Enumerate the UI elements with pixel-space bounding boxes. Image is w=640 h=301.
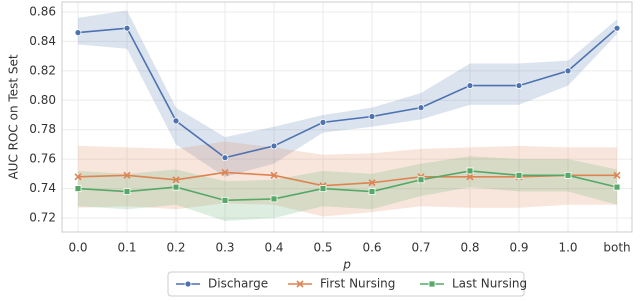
point xyxy=(319,185,327,192)
x-tick-label: 0.1 xyxy=(117,241,136,255)
point xyxy=(564,171,572,179)
x-tick-label: 0.2 xyxy=(166,241,185,255)
y-tick-label: 0.86 xyxy=(29,5,56,19)
y-tick-label: 0.80 xyxy=(29,93,56,107)
point xyxy=(368,113,376,120)
point xyxy=(172,117,180,125)
point xyxy=(515,171,523,179)
point xyxy=(221,196,229,204)
legend: Discharge First Nursing Last Nursing xyxy=(167,271,527,297)
legend-label: Last Nursing xyxy=(452,277,527,291)
legend-label: First Nursing xyxy=(320,277,395,291)
y-tick-label: 0.82 xyxy=(29,63,56,77)
point xyxy=(515,82,523,89)
series-line xyxy=(77,171,617,187)
point xyxy=(172,176,180,184)
point xyxy=(613,183,621,191)
point xyxy=(613,24,621,32)
x-tick-label: 0.0 xyxy=(68,241,87,255)
point xyxy=(123,24,131,32)
x-tick-label: both xyxy=(603,241,630,255)
point xyxy=(221,154,229,162)
point xyxy=(368,188,376,195)
y-tick-label: 0.84 xyxy=(29,34,56,48)
x-axis-label: p xyxy=(342,258,351,272)
x-tick-label: 0.4 xyxy=(264,241,283,255)
y-tick-label: 0.76 xyxy=(29,152,56,166)
point xyxy=(74,185,82,192)
y-axis-label: AUC ROC on Test Set xyxy=(7,54,21,179)
x-tick-label: 0.6 xyxy=(362,241,381,255)
legend-label: Discharge xyxy=(208,277,268,291)
series-line xyxy=(77,27,618,159)
point xyxy=(564,67,572,75)
point xyxy=(319,118,327,126)
x-tick-label: 0.3 xyxy=(215,241,234,255)
y-tick-label: 0.78 xyxy=(29,122,56,136)
x-tick-label: 0.9 xyxy=(509,241,528,255)
legend-box xyxy=(167,271,525,297)
x-tick-label: 0.5 xyxy=(313,241,332,255)
point xyxy=(172,183,180,191)
point xyxy=(184,280,192,288)
plot-frame xyxy=(61,1,633,233)
point xyxy=(123,171,131,179)
point xyxy=(466,82,474,89)
confidence-band xyxy=(78,10,617,177)
x-tick-label: 0.8 xyxy=(460,241,479,255)
point xyxy=(74,173,82,181)
x-tick-label: 0.7 xyxy=(411,241,430,255)
point xyxy=(417,104,425,112)
point xyxy=(74,29,82,37)
point xyxy=(613,171,621,179)
point xyxy=(296,280,304,288)
x-tick-label: 1.0 xyxy=(558,241,577,255)
series-line xyxy=(77,170,618,202)
y-tick-label: 0.74 xyxy=(29,181,56,195)
point xyxy=(466,167,474,175)
point xyxy=(270,171,278,179)
point xyxy=(417,176,425,184)
point xyxy=(368,179,376,187)
point xyxy=(221,168,229,176)
point xyxy=(428,280,436,288)
point xyxy=(466,173,474,181)
point xyxy=(123,188,131,195)
point xyxy=(270,195,278,203)
point xyxy=(270,142,278,150)
y-tick-label: 0.72 xyxy=(29,211,56,225)
